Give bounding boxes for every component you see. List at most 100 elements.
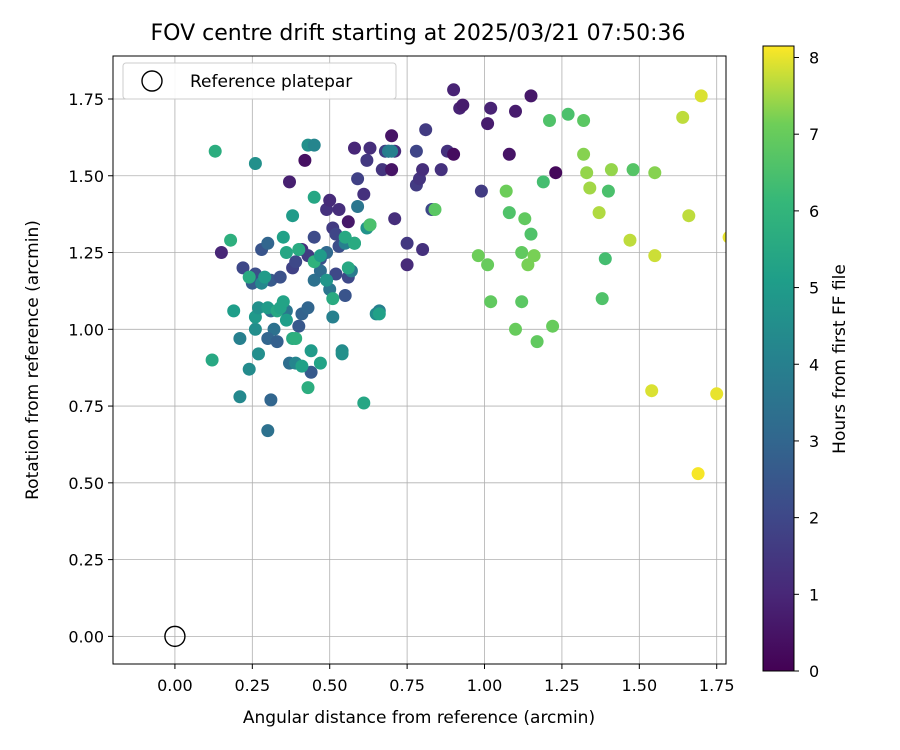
data-point xyxy=(536,175,550,189)
reference-platepar-marker xyxy=(164,625,186,648)
data-point xyxy=(474,184,488,198)
data-point xyxy=(283,175,296,189)
x-axis-ticks: 0.00 0.25 0.50 0.75 1.00 1.25 1.50 1.75 xyxy=(157,664,735,695)
data-point xyxy=(307,138,321,152)
data-point xyxy=(691,467,705,481)
data-point xyxy=(502,206,516,220)
data-point xyxy=(261,424,275,438)
data-point xyxy=(289,332,303,345)
y-axis-label: Rotation from reference (arcmin) xyxy=(23,220,43,500)
data-point xyxy=(416,163,430,177)
colorbar-tick-label: 3 xyxy=(809,432,819,451)
colorbar-gradient xyxy=(762,45,795,672)
data-point xyxy=(351,172,365,186)
data-point xyxy=(357,396,371,410)
data-point xyxy=(388,212,402,226)
colorbar-tick-label: 5 xyxy=(809,279,819,298)
data-point xyxy=(363,141,377,155)
data-point xyxy=(292,319,306,333)
data-point xyxy=(301,301,315,315)
data-point xyxy=(341,261,355,275)
data-point xyxy=(549,166,563,180)
colorbar-tick-label: 8 xyxy=(809,49,819,68)
data-point xyxy=(626,163,640,177)
data-point xyxy=(530,335,544,349)
data-point xyxy=(592,206,606,220)
data-point xyxy=(335,347,349,361)
data-point xyxy=(326,310,340,324)
y-tick-label: 1.75 xyxy=(68,90,104,109)
data-point xyxy=(456,98,470,112)
chart-title: FOV centre drift starting at 2025/03/21 … xyxy=(151,21,686,46)
x-tick-label: 0.25 xyxy=(235,676,271,695)
x-tick-label: 1.00 xyxy=(467,676,503,695)
x-tick-label: 1.25 xyxy=(544,676,580,695)
data-point xyxy=(292,243,306,256)
data-point xyxy=(481,258,495,272)
data-point xyxy=(270,335,284,349)
data-point xyxy=(242,362,256,376)
data-point xyxy=(524,89,538,103)
data-point xyxy=(527,249,541,263)
colorbar-tick-label: 6 xyxy=(809,202,819,221)
data-point xyxy=(304,365,318,379)
data-point xyxy=(524,227,538,241)
data-points xyxy=(205,83,726,481)
x-tick-label: 0.00 xyxy=(157,676,193,695)
legend: Reference platepar xyxy=(122,62,397,100)
colorbar-tick-label: 1 xyxy=(809,585,819,604)
data-point xyxy=(252,301,265,315)
data-point xyxy=(546,319,560,333)
x-tick-label: 0.75 xyxy=(389,676,425,695)
colorbar-ticks: 0 1 2 3 4 5 6 7 8 xyxy=(794,49,819,681)
data-point xyxy=(338,230,352,244)
data-point xyxy=(400,258,414,272)
data-point xyxy=(348,141,361,155)
data-point xyxy=(471,249,485,263)
data-point xyxy=(208,144,222,158)
data-point xyxy=(323,193,337,207)
data-point xyxy=(304,344,318,358)
data-point xyxy=(428,203,442,216)
data-point xyxy=(447,147,461,161)
data-point xyxy=(276,230,290,244)
data-point xyxy=(295,359,309,373)
data-point xyxy=(416,243,430,256)
data-point xyxy=(518,212,532,226)
x-tick-label: 1.50 xyxy=(622,676,658,695)
data-point xyxy=(484,295,498,309)
data-point xyxy=(286,209,300,223)
data-point xyxy=(694,89,708,103)
data-point xyxy=(233,332,247,345)
data-point xyxy=(481,117,495,131)
legend-reference-icon xyxy=(141,70,163,92)
data-point xyxy=(409,144,423,158)
data-point xyxy=(214,246,228,259)
plot-frame xyxy=(112,55,727,665)
data-point xyxy=(313,356,327,370)
data-point xyxy=(499,184,513,198)
data-point xyxy=(623,233,637,247)
data-point xyxy=(648,249,662,263)
data-point xyxy=(264,393,278,407)
data-point xyxy=(648,166,662,180)
colorbar-tick-label: 7 xyxy=(809,125,819,144)
data-point xyxy=(313,264,327,278)
data-point xyxy=(279,246,293,259)
y-tick-label: 0.25 xyxy=(68,551,104,570)
data-point xyxy=(447,83,461,97)
data-point xyxy=(273,270,287,284)
data-point xyxy=(298,153,312,167)
y-tick-label: 0.50 xyxy=(68,474,104,493)
data-point xyxy=(682,209,696,223)
x-tick-label: 0.50 xyxy=(312,676,348,695)
data-point xyxy=(224,233,238,247)
data-point xyxy=(258,270,272,284)
data-point xyxy=(484,101,498,115)
data-point xyxy=(515,246,529,259)
data-point xyxy=(419,123,433,137)
data-point xyxy=(338,289,352,302)
data-point xyxy=(645,384,659,398)
